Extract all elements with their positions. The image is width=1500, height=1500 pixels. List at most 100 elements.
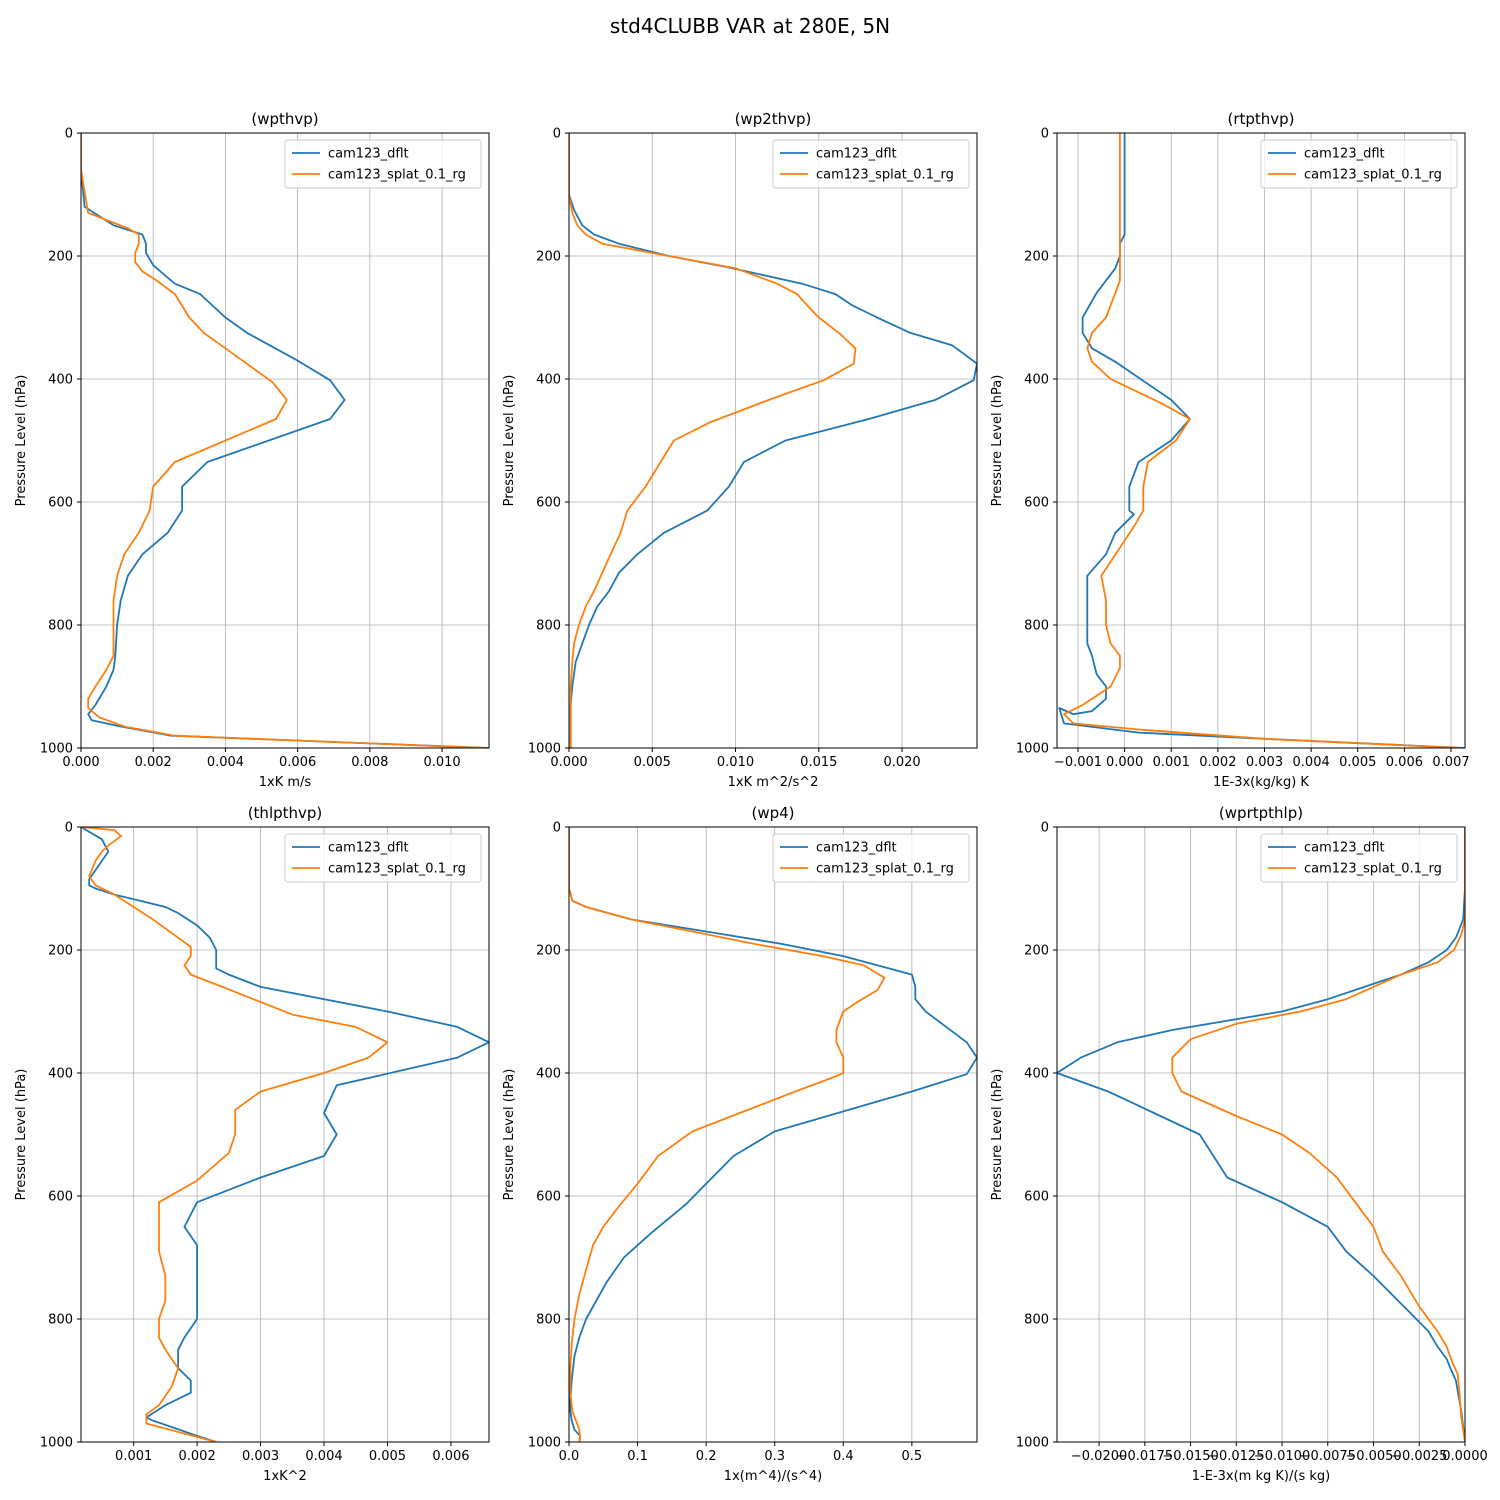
legend-label: cam123_dflt bbox=[816, 147, 897, 162]
x-tick-label: 0.003 bbox=[242, 1449, 279, 1464]
x-tick-label: 0.005 bbox=[634, 755, 671, 770]
x-tick-label: 0.2 bbox=[696, 1449, 717, 1464]
y-tick-label: 400 bbox=[48, 1067, 73, 1082]
x-tick-label: 0.4 bbox=[833, 1449, 854, 1464]
legend: cam123_dflt cam123_splat_0.1_rg bbox=[1260, 833, 1458, 883]
x-tick-label: −0.0125 bbox=[1208, 1449, 1264, 1464]
y-tick-label: 600 bbox=[536, 496, 561, 511]
y-tick-label: 400 bbox=[1024, 1067, 1049, 1082]
y-axis-label: Pressure Level (hPa) bbox=[14, 1069, 29, 1201]
legend: cam123_dflt cam123_splat_0.1_rg bbox=[284, 139, 482, 189]
x-tick-label: −0.0150 bbox=[1162, 1449, 1218, 1464]
legend-label: cam123_dflt bbox=[328, 841, 409, 856]
legend-label: cam123_dflt bbox=[816, 841, 897, 856]
series-line-cam123_splat_0.1_rg bbox=[81, 133, 486, 748]
x-axis-label: 1xK m/s bbox=[259, 775, 312, 790]
x-tick-label: 0.015 bbox=[800, 755, 837, 770]
legend: cam123_dflt cam123_splat_0.1_rg bbox=[772, 139, 970, 189]
y-tick-label: 400 bbox=[48, 373, 73, 388]
x-tick-label: 0.010 bbox=[423, 755, 460, 770]
y-tick-label: 1000 bbox=[1016, 742, 1049, 757]
x-axis-label: 1xK m^2/s^2 bbox=[728, 775, 819, 790]
x-tick-label: 0.020 bbox=[883, 755, 920, 770]
subplot-3: −0.001 0.000 0.001 0.002 0.003 0.004 0.005 0.00… bbox=[990, 110, 1470, 790]
y-axis-label: Pressure Level (hPa) bbox=[502, 375, 517, 507]
x-tick-label: −0.0075 bbox=[1300, 1449, 1356, 1464]
grid bbox=[81, 826, 489, 1443]
subplot-4: 0.001 0.002 0.003 0.004 0.005 0.006 0 200 400 600… bbox=[14, 804, 490, 1484]
legend-label: cam123_splat_0.1_rg bbox=[816, 168, 954, 183]
x-tick-label: 0.010 bbox=[717, 755, 754, 770]
x-tick-label: 0.002 bbox=[1199, 755, 1236, 770]
legend-label: cam123_splat_0.1_rg bbox=[816, 862, 954, 877]
axes-frame bbox=[80, 826, 490, 1443]
series-line-cam123_splat_0.1_rg bbox=[569, 133, 857, 748]
legend: cam123_dflt cam123_splat_0.1_rg bbox=[772, 833, 970, 883]
y-tick-label: 0 bbox=[1041, 821, 1049, 836]
subplot-title: (wp2thvp) bbox=[735, 110, 812, 128]
subplot-title: (wp4) bbox=[751, 804, 794, 822]
legend-box bbox=[772, 833, 970, 883]
y-tick-label: 800 bbox=[1024, 1313, 1049, 1328]
x-axis-label: 1xK^2 bbox=[263, 1469, 307, 1484]
x-tick-label: 0.000 bbox=[62, 755, 99, 770]
y-tick-label: 0 bbox=[553, 127, 561, 142]
x-tick-label: 0.000 bbox=[1106, 755, 1143, 770]
axes-frame bbox=[1056, 826, 1466, 1443]
grid bbox=[1057, 132, 1465, 749]
y-tick-label: 800 bbox=[1024, 619, 1049, 634]
y-axis-label: Pressure Level (hPa) bbox=[502, 1069, 517, 1201]
grid bbox=[80, 132, 489, 749]
y-tick-label: 0 bbox=[65, 821, 73, 836]
x-tick-label: 0.005 bbox=[369, 1449, 406, 1464]
x-tick-label: −0.0050 bbox=[1345, 1449, 1401, 1464]
subplot-6: −0.0200−0.0175−0.0150−0.0125−0.0100−0.00… bbox=[990, 804, 1488, 1484]
legend-label: cam123_dflt bbox=[1304, 147, 1385, 162]
y-tick-label: 0 bbox=[1041, 127, 1049, 142]
y-tick-label: 200 bbox=[48, 250, 73, 265]
axes-frame bbox=[568, 826, 978, 1443]
series-line-cam123_splat_0.1_rg bbox=[81, 827, 389, 1442]
y-tick-label: 0 bbox=[65, 127, 73, 142]
legend: cam123_dflt cam123_splat_0.1_rg bbox=[284, 833, 482, 883]
y-tick-label: 400 bbox=[536, 373, 561, 388]
y-tick-label: 600 bbox=[1024, 496, 1049, 511]
x-tick-label: 0.0 bbox=[559, 1449, 580, 1464]
figure-title: std4CLUBB VAR at 280E, 5N bbox=[609, 14, 891, 38]
x-tick-label: 0.3 bbox=[764, 1449, 785, 1464]
y-tick-label: 200 bbox=[1024, 944, 1049, 959]
x-axis-label: 1-E-3x(m kg K)/(s kg) bbox=[1192, 1469, 1330, 1484]
series-line-cam123_dflt bbox=[569, 827, 977, 1442]
y-tick-label: 1000 bbox=[528, 742, 561, 757]
y-tick-label: 400 bbox=[1024, 373, 1049, 388]
grid bbox=[1057, 826, 1466, 1443]
subplot-title: (wpthvp) bbox=[251, 110, 318, 128]
x-tick-label: 0.006 bbox=[1386, 755, 1423, 770]
y-tick-label: 800 bbox=[48, 1313, 73, 1328]
legend-label: cam123_splat_0.1_rg bbox=[1304, 168, 1442, 183]
x-tick-label: −0.0175 bbox=[1117, 1449, 1173, 1464]
x-tick-label: −0.001 bbox=[1054, 755, 1102, 770]
y-tick-label: 200 bbox=[536, 944, 561, 959]
x-tick-label: 0.5 bbox=[902, 1449, 923, 1464]
series-line-cam123_splat_0.1_rg bbox=[1171, 827, 1465, 1442]
subplot-title: (thlpthvp) bbox=[248, 804, 323, 822]
y-axis-label: Pressure Level (hPa) bbox=[990, 375, 1005, 507]
x-tick-label: 0.004 bbox=[207, 755, 244, 770]
series-line-cam123_splat_0.1_rg bbox=[1063, 133, 1461, 748]
x-tick-label: 0.000 bbox=[550, 755, 587, 770]
x-tick-label: 0.002 bbox=[179, 1449, 216, 1464]
series-line-cam123_dflt bbox=[81, 133, 489, 748]
legend-label: cam123_dflt bbox=[328, 147, 409, 162]
y-tick-label: 1000 bbox=[1016, 1436, 1049, 1451]
x-axis-label: 1E-3x(kg/kg) K bbox=[1213, 775, 1309, 790]
subplot-1: 0.000 0.002 0.004 0.006 0.008 0.010 0 200 400 600… bbox=[14, 110, 490, 790]
legend-box bbox=[284, 833, 482, 883]
series-line-cam123_splat_0.1_rg bbox=[569, 827, 886, 1442]
y-tick-label: 600 bbox=[48, 496, 73, 511]
series-line-cam123_dflt bbox=[81, 827, 489, 1442]
x-tick-label: 0.002 bbox=[135, 755, 172, 770]
x-tick-label: 0.0000 bbox=[1442, 1449, 1488, 1464]
axes-frame bbox=[1056, 132, 1466, 749]
